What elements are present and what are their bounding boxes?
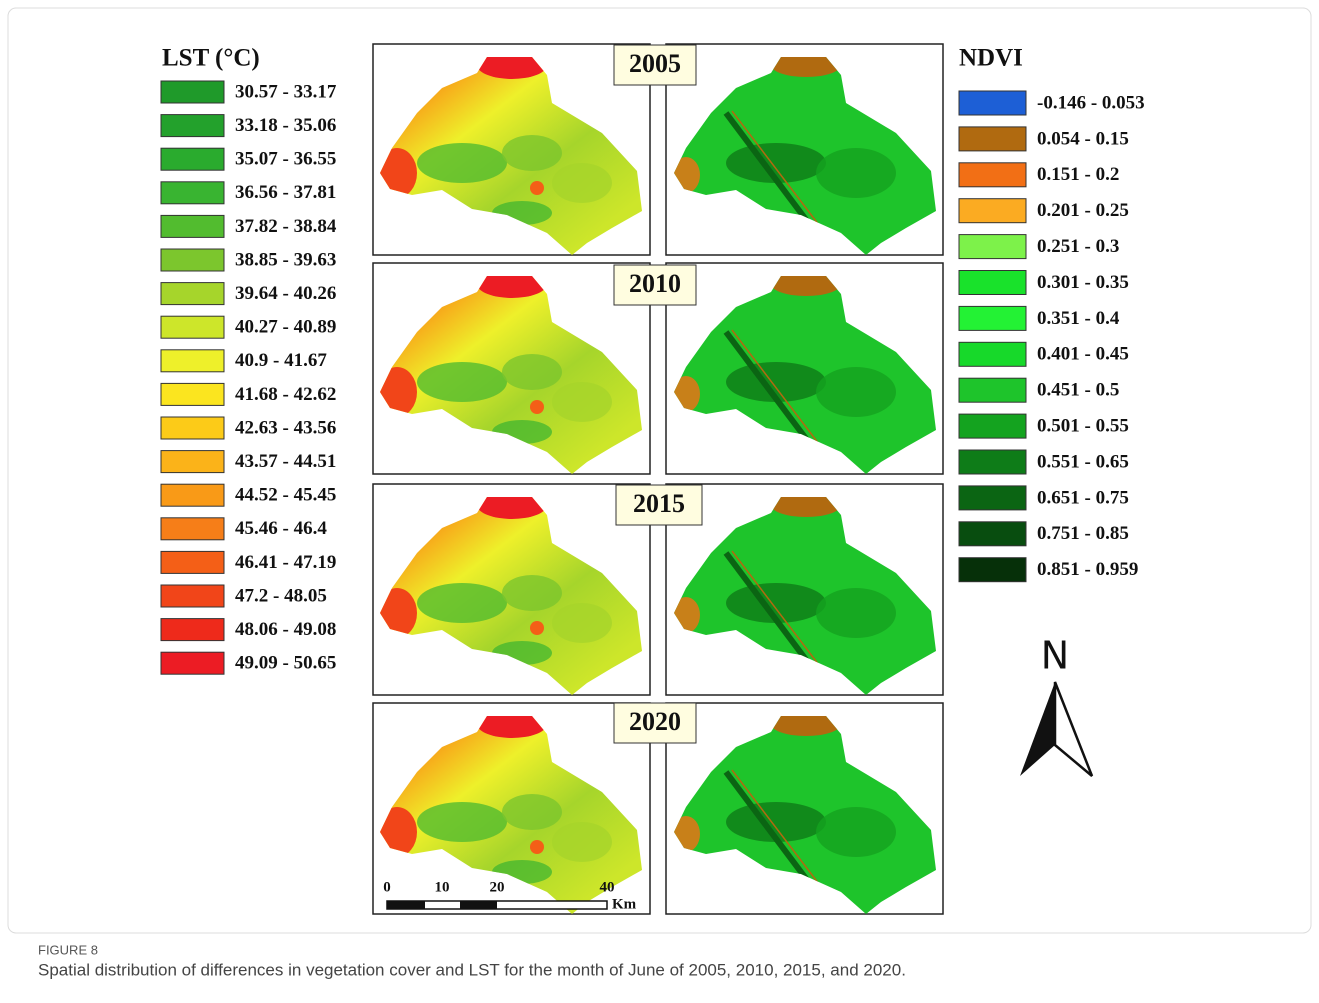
ndvi-legend: NDVI -0.146 - 0.053 0.054 - 0.15 0.151 - 0… — [959, 45, 1145, 582]
north-arrow: N — [1020, 634, 1092, 777]
legend-swatch — [161, 417, 224, 439]
scale-label: 0 — [383, 879, 391, 895]
legend-label: 36.56 - 37.81 — [235, 182, 336, 203]
legend-swatch — [161, 484, 224, 506]
legend-swatch — [161, 585, 224, 607]
legend-title: LST (°C) — [162, 45, 260, 72]
legend-swatch — [161, 249, 224, 271]
legend-swatch — [959, 342, 1026, 366]
legend-label: 0.401 - 0.45 — [1037, 344, 1129, 365]
caption-label: FIGURE 8 — [38, 942, 98, 957]
legend-swatch — [161, 551, 224, 573]
legend-swatch — [959, 199, 1026, 223]
legend-swatch — [959, 558, 1026, 582]
legend-label: 33.18 - 35.06 — [235, 115, 336, 136]
legend-label: 49.09 - 50.65 — [235, 653, 336, 674]
legend-label: 30.57 - 33.17 — [235, 81, 337, 102]
legend-label: 46.41 - 47.19 — [235, 552, 336, 573]
legend-swatch — [161, 115, 224, 137]
legend-label: 39.64 - 40.26 — [235, 283, 336, 304]
legend-swatch — [161, 148, 224, 170]
year-label: 2015 — [633, 489, 685, 518]
legend-label: 0.451 - 0.5 — [1037, 380, 1119, 401]
legend-swatch — [959, 450, 1026, 474]
page: 2005 2010 2015 2020 0 10 20 40 Km N LST … — [0, 0, 1319, 1003]
legend-label: 48.06 - 49.08 — [235, 619, 336, 640]
legend-label: 43.57 - 44.51 — [235, 451, 336, 472]
legend-swatch — [161, 81, 224, 103]
legend-label: 45.46 - 46.4 — [235, 518, 327, 539]
legend-swatch — [161, 619, 224, 641]
legend-label: 0.551 - 0.65 — [1037, 451, 1129, 472]
legend-swatch — [161, 316, 224, 338]
legend-title: NDVI — [959, 45, 1023, 72]
legend-swatch — [959, 522, 1026, 546]
caption-text: Spatial distribution of differences in v… — [38, 960, 906, 979]
year-label: 2010 — [629, 269, 681, 298]
lst-legend: LST (°C) 30.57 - 33.17 33.18 - 35.06 35.07… — [161, 45, 337, 674]
legend-label: 0.501 - 0.55 — [1037, 415, 1129, 436]
scale-label: 40 — [600, 879, 615, 895]
legend-swatch — [959, 306, 1026, 330]
north-label: N — [1041, 634, 1069, 678]
year-label: 2020 — [629, 707, 681, 736]
legend-label: 40.27 - 40.89 — [235, 317, 336, 338]
legend-label: 0.201 - 0.25 — [1037, 200, 1129, 221]
legend-label: 44.52 - 45.45 — [235, 485, 336, 506]
legend-label: 38.85 - 39.63 — [235, 249, 336, 270]
legend-swatch — [959, 91, 1026, 115]
legend-label: 0.151 - 0.2 — [1037, 164, 1119, 185]
legend-swatch — [959, 127, 1026, 151]
legend-label: 0.251 - 0.3 — [1037, 236, 1119, 257]
legend-label: 42.63 - 43.56 — [235, 417, 336, 438]
legend-label: -0.146 - 0.053 — [1037, 92, 1145, 113]
legend-label: 0.751 - 0.85 — [1037, 523, 1129, 544]
legend-swatch — [161, 182, 224, 204]
legend-label: 0.651 - 0.75 — [1037, 487, 1129, 508]
legend-label: 0.851 - 0.959 — [1037, 559, 1138, 580]
legend-swatch — [959, 163, 1026, 187]
figure: 2005 2010 2015 2020 0 10 20 40 Km N LST … — [0, 0, 1319, 1003]
legend-swatch — [161, 652, 224, 674]
legend-label: 0.351 - 0.4 — [1037, 308, 1120, 329]
legend-swatch — [161, 283, 224, 305]
legend-label: 37.82 - 38.84 — [235, 216, 337, 237]
legend-swatch — [161, 215, 224, 237]
legend-label: 0.054 - 0.15 — [1037, 128, 1129, 149]
legend-label: 35.07 - 36.55 — [235, 149, 336, 170]
legend-swatch — [959, 378, 1026, 402]
legend-swatch — [161, 350, 224, 372]
legend-label: 0.301 - 0.35 — [1037, 272, 1129, 293]
year-label: 2005 — [629, 49, 681, 78]
legend-label: 41.68 - 42.62 — [235, 384, 336, 405]
legend-swatch — [959, 486, 1026, 510]
scale-unit: Km — [612, 896, 637, 912]
legend-swatch — [161, 518, 224, 540]
scale-label: 20 — [490, 879, 505, 895]
legend-label: 47.2 - 48.05 — [235, 585, 327, 606]
legend-swatch — [161, 383, 224, 405]
legend-swatch — [959, 414, 1026, 438]
legend-swatch — [959, 235, 1026, 259]
scale-label: 10 — [435, 879, 450, 895]
legend-label: 40.9 - 41.67 — [235, 350, 327, 371]
legend-swatch — [959, 271, 1026, 295]
legend-swatch — [161, 451, 224, 473]
